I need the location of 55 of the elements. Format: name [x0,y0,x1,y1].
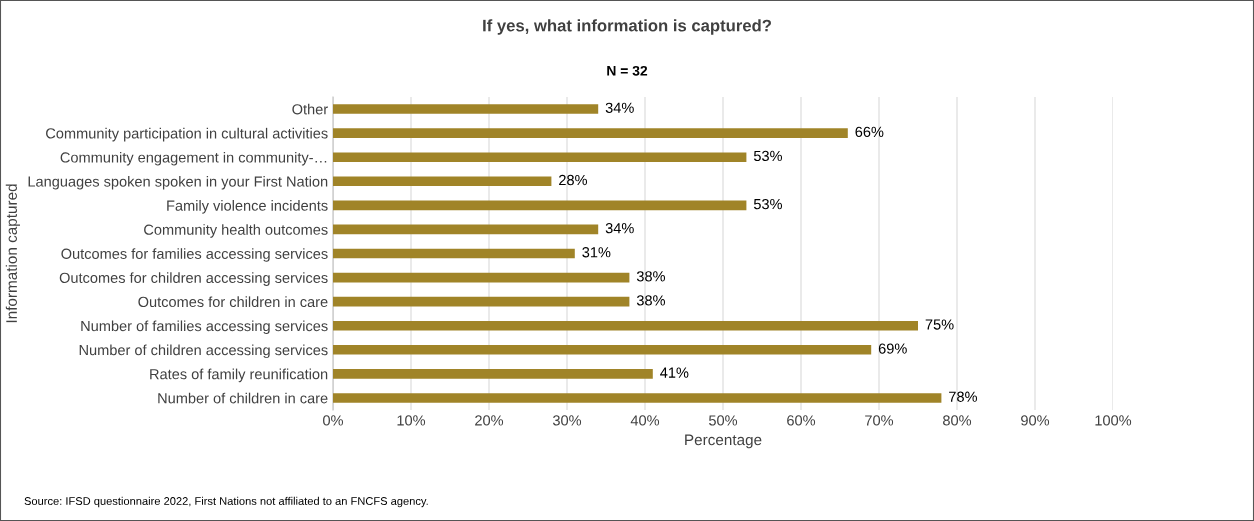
data-label: 38% [636,295,666,306]
data-label: 66% [855,126,884,138]
y-tick-label: Family violence incidents [167,200,328,214]
y-tick-label: Number of children accessing services [79,344,328,359]
x-axis-title: Percentage [685,434,762,449]
bar [333,320,918,331]
bar [333,200,747,211]
bar [333,393,942,403]
x-tick-label: 10% [397,415,426,426]
data-label: 53% [753,150,783,162]
bar [333,369,653,379]
data-label: 34% [605,102,634,113]
x-tick-label: 40% [630,415,660,426]
chart-title: If yes, what information is captured? [483,19,771,35]
y-axis-title: Information captured [5,184,20,323]
y-tick-label: Other [292,103,328,115]
bar [333,272,630,283]
bar [333,104,599,114]
y-tick-label: Number of children in care [158,392,328,404]
y-tick-label: Community engagement in community-… [60,151,327,166]
y-tick-label: Rates of family reunification [150,368,328,383]
bar [333,176,552,187]
y-tick-label: Outcomes for families accessing services [61,248,328,262]
data-label: 28% [559,174,588,186]
x-tick-label: 50% [708,415,738,426]
y-tick-label: Languages spoken spoken in your First Nation [28,175,328,190]
x-tick-label: 70% [865,415,894,426]
data-label: 41% [660,367,689,378]
x-tick-label: 60% [787,415,816,426]
y-tick-label: Community participation in cultural activities [46,127,328,142]
x-tick-label: 100% [1095,415,1132,426]
bar [333,344,872,355]
data-label: 78% [949,391,978,402]
x-tick-label: 30% [552,415,582,426]
data-label: 38% [636,271,666,282]
data-label: 34% [605,223,634,234]
x-tick-label: 80% [943,415,972,426]
chart-subtitle: N = 32 [607,65,648,76]
y-tick-label: Number of families accessing services [81,320,328,335]
x-tick-label: 0% [323,415,344,426]
x-tick-label: 90% [1021,415,1050,426]
bar [333,296,630,307]
bar [333,128,848,138]
data-label: 31% [582,247,611,258]
data-label: 75% [925,319,954,330]
bar [333,152,747,163]
y-tick-label: Community health outcomes [144,224,328,238]
bar [333,248,575,259]
data-label: 69% [878,343,907,354]
y-tick-label: Outcomes for children accessing services [59,272,328,286]
data-label: 53% [753,198,783,210]
x-tick-label: 20% [475,415,504,426]
bar [333,224,599,235]
y-tick-label: Outcomes for children in care [138,296,328,308]
source-note: Source: IFSD questionnaire 2022, First Nations not affiliated to an FNCFS agency. [24,496,428,508]
